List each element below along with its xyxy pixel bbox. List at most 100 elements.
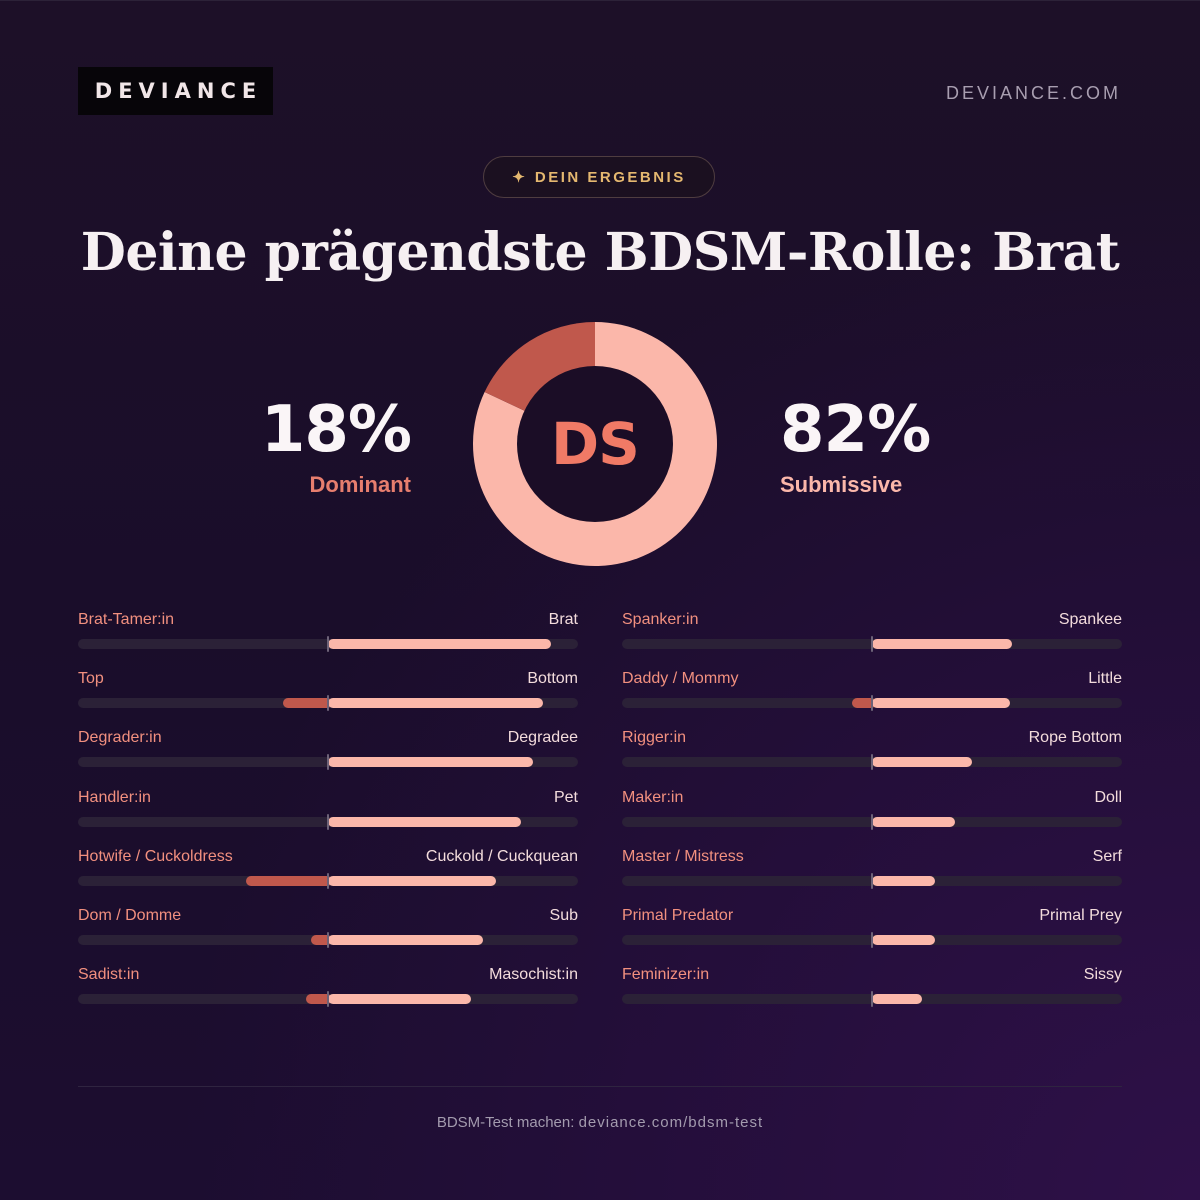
donut-center [517,366,673,522]
scale-dominant-bar [305,994,332,1005]
scale-submissive-bar [328,994,471,1005]
scale-track [622,931,1122,948]
scale-track [622,754,1122,771]
scale-right-label: Sub [549,906,578,924]
footer-link[interactable]: deviance.com/bdsm-test [578,1114,764,1131]
result-badge: ✦ DEIN ERGEBNIS [483,156,715,198]
dominant-label: Dominant [309,472,411,497]
scale-right-label: Sissy [1083,966,1122,984]
footer-divider [78,1086,1122,1087]
dominant-percent: 18% [260,393,412,467]
scale-row: Master / Mistress Serf [622,847,1122,906]
scale-submissive-bar [328,816,521,827]
submissive-label: Submissive [780,472,903,497]
scale-submissive-bar [872,875,935,886]
scale-center-tick [327,754,329,771]
scale-right-label: Primal Prey [1039,906,1122,924]
scale-right-label: Degradee [507,729,578,747]
scale-track [78,991,578,1008]
scale-track [78,695,578,712]
scale-center-tick [327,636,329,652]
scale-row: Top Bottom [78,669,578,728]
scale-track [78,754,578,771]
scale-track [78,931,578,948]
scale-center-tick [871,813,873,830]
scale-track [622,872,1122,889]
scale-dominant-bar [283,698,332,709]
scale-row: Maker:in Doll [622,788,1122,847]
scale-left-label: Daddy / Mommy [622,670,739,688]
scale-center-tick [327,813,329,830]
deviance-logo[interactable]: DEVIANCE [78,67,273,115]
scale-track [622,636,1122,652]
scale-right-label: Rope Bottom [1028,729,1122,747]
scale-left-label: Brat-Tamer:in [78,611,175,628]
scale-track [622,991,1122,1008]
scale-center-tick [327,931,329,948]
scale-right-label: Cuckold / Cuckquean [425,847,578,865]
scale-right-label: Little [1088,670,1122,688]
scale-track [622,813,1122,830]
scale-left-label: Maker:in [622,788,684,806]
scale-row: Handler:in Pet [78,788,578,847]
ds-donut-chart: DS [473,322,717,566]
scale-right-label: Masochist:in [489,966,578,984]
scale-left-label: Rigger:in [622,729,687,747]
scale-dominant-bar [310,934,332,945]
scale-row: Dom / Domme Sub [78,906,578,965]
scale-left-label: Hotwife / Cuckoldress [78,847,233,865]
scale-right-label: Pet [553,788,578,806]
result-badge-label: DEIN ERGEBNIS [534,168,686,186]
scale-row: Rigger:in Rope Bottom [622,728,1122,787]
scale-dominant-bar [852,698,876,709]
scale-center-tick [871,695,873,712]
scale-left-label: Degrader:in [78,729,162,747]
scale-right-label: Bottom [527,670,578,688]
scale-submissive-bar [872,698,1010,709]
scale-row: Daddy / Mommy Little [622,669,1122,728]
scale-submissive-bar [872,816,955,827]
scale-row: Degrader:in Degradee [78,728,578,787]
scale-center-tick [327,991,329,1008]
scale-track [622,695,1122,712]
scale-left-label: Sadist:in [78,966,140,984]
scales-left-column: Brat-Tamer:in Brat Top Bottom Degrader:in Deg… [78,610,578,1024]
scale-left-label: Primal Predator [622,906,734,924]
scale-submissive-bar [872,639,1012,649]
submissive-percent: 82% [780,393,931,467]
scale-row: Sadist:in Masochist:in [78,965,578,1024]
scale-right-label: Doll [1094,788,1122,806]
scale-left-label: Dom / Domme [78,906,182,924]
scale-track [78,636,578,652]
footer: BDSM-Test machen: deviance.com/bdsm-test [0,1114,1200,1131]
scale-row: Spanker:in Spankee [622,610,1122,669]
scale-center-tick [871,931,873,948]
dominant-stat: 18% Dominant [260,392,412,500]
scale-left-label: Handler:in [78,788,151,806]
scale-row: Hotwife / Cuckoldress Cuckold / Cuckquean [78,847,578,906]
scale-left-label: Spanker:in [622,611,699,628]
scale-right-label: Spankee [1058,611,1122,628]
page-title: Deine prägendste BDSM-Rolle: Brat [80,222,1120,283]
scale-submissive-bar [872,757,972,768]
footer-prefix: BDSM-Test machen: [436,1114,575,1131]
scale-submissive-bar [872,994,922,1005]
donut-center-label: DS [551,410,639,478]
scale-center-tick [871,872,873,889]
sparkle-icon: ✦ [512,169,525,186]
scale-submissive-bar [328,639,551,649]
scale-track [78,872,578,889]
scale-right-label: Serf [1092,847,1122,865]
site-link[interactable]: DEVIANCE.COM [945,83,1121,103]
scales-right-column: Spanker:in Spankee Daddy / Mommy Little Rigg… [622,610,1122,1024]
scale-track [78,813,578,830]
scale-row: Brat-Tamer:in Brat [78,610,578,669]
scale-center-tick [871,754,873,771]
scale-submissive-bar [328,698,543,709]
scale-center-tick [327,872,329,889]
top-border [0,0,1200,1]
scale-row: Primal Predator Primal Prey [622,906,1122,965]
scale-center-tick [871,636,873,652]
scale-left-label: Top [78,670,104,688]
scale-left-label: Master / Mistress [622,847,744,865]
